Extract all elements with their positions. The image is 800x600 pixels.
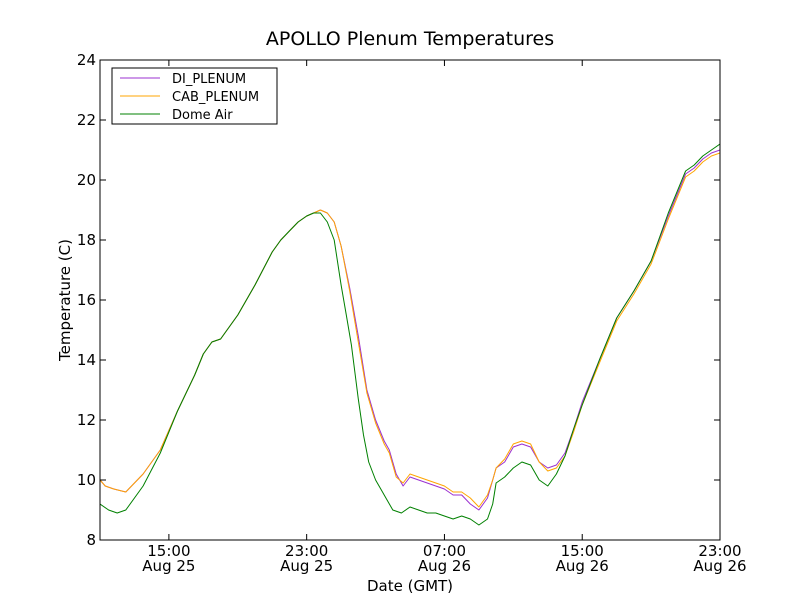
x-tick-label-time: 15:00: [147, 542, 190, 560]
legend-items: DI_PLENUM CAB_PLENUM Dome Air: [120, 72, 259, 123]
y-tick-label: 14: [77, 351, 96, 369]
x-tick-label-date: Aug 26: [556, 557, 609, 575]
x-tick-label-time: 23:00: [285, 542, 328, 560]
y-tick-label: 22: [77, 111, 96, 129]
y-tick-label: 12: [77, 411, 96, 429]
y-tick-label: 20: [77, 171, 96, 189]
x-axis-label: Date (GMT): [367, 577, 453, 595]
series-line-dome-air: [100, 143, 720, 526]
plot-background: [100, 60, 720, 540]
y-tick-label: 24: [77, 51, 96, 69]
x-tick-label-time: 15:00: [561, 542, 604, 560]
x-tick-label-date: Aug 26: [418, 557, 471, 575]
y-axis-label: Temperature (C): [56, 239, 74, 362]
series-layer: [100, 143, 720, 526]
y-tick-label: 16: [77, 291, 96, 309]
legend-label-dome-air: Dome Air: [172, 108, 233, 123]
x-tick-label-date: Aug 25: [280, 557, 333, 575]
y-tick-label: 10: [77, 471, 96, 489]
chart-title: APOLLO Plenum Temperatures: [266, 28, 554, 50]
y-tick-label: 8: [86, 531, 96, 549]
x-tick-label-time: 23:00: [698, 542, 741, 560]
legend: DI_PLENUM CAB_PLENUM Dome Air: [111, 67, 278, 125]
y-ticks: 8 10 12 14 16 18 20 22 24: [77, 51, 720, 549]
x-tick-label-date: Aug 26: [693, 557, 746, 575]
x-tick-label-date: Aug 25: [142, 557, 195, 575]
legend-label-cab-plenum: CAB_PLENUM: [172, 90, 259, 105]
x-tick-label-time: 07:00: [423, 542, 466, 560]
y-tick-label: 18: [77, 231, 96, 249]
legend-label-di-plenum: DI_PLENUM: [172, 72, 246, 87]
